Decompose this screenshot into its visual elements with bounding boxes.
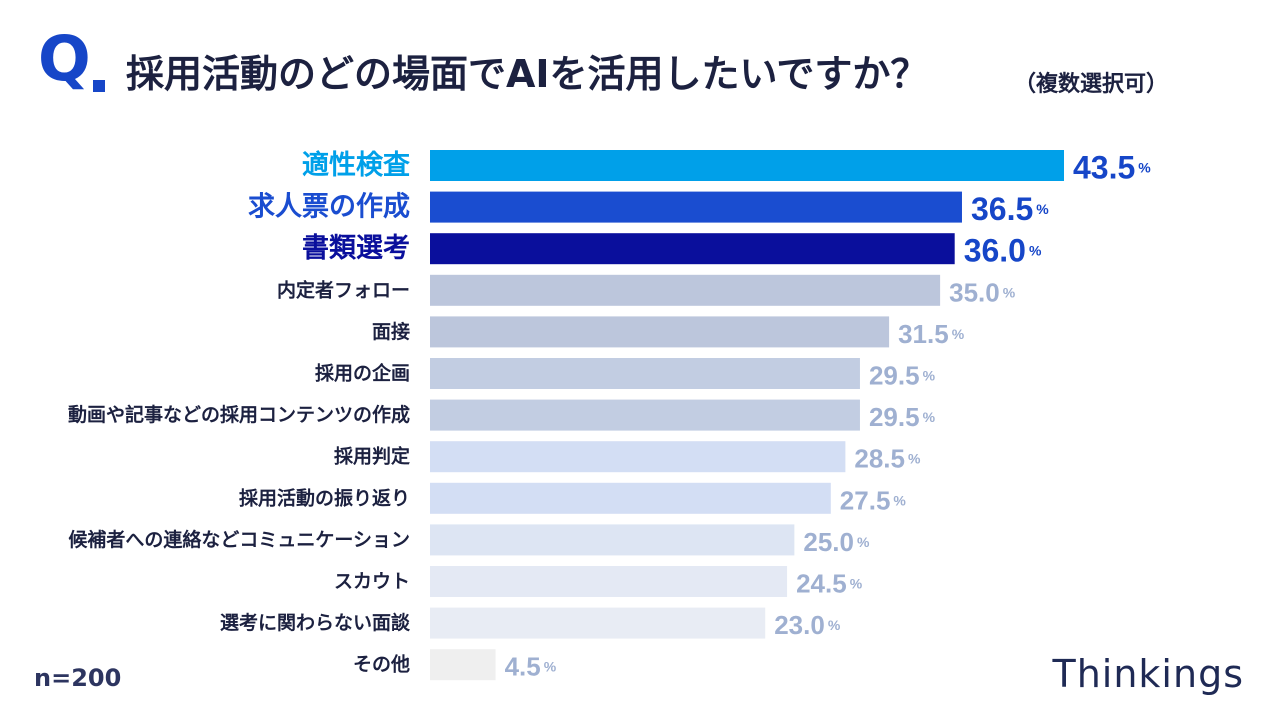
category-label: 選考に関わらない面談	[220, 611, 411, 634]
category-label: 求人票の作成	[248, 192, 410, 223]
value-label: 29.5%	[869, 361, 936, 391]
category-label: その他	[353, 653, 410, 676]
value-label: 35.0%	[949, 277, 1016, 307]
value-label: 29.5%	[869, 402, 936, 432]
chart-title-note: （複数選択可）	[1014, 72, 1169, 97]
category-label: 採用活動の振り返り	[239, 486, 410, 509]
category-label: 動画や記事などの採用コンテンツの作成	[68, 403, 410, 426]
bar	[430, 316, 890, 348]
bar	[430, 358, 860, 389]
value-label: 23.0%	[774, 610, 841, 640]
value-label: 36.5%	[971, 191, 1049, 227]
category-label: 面接	[372, 321, 410, 343]
chart-title: 採用活動のどの場面でAIを活用したいですか？	[126, 52, 929, 96]
value-label: 43.5%	[1073, 150, 1151, 186]
bar	[430, 441, 846, 473]
category-label: 採用判定	[334, 445, 410, 468]
bar	[430, 482, 831, 514]
value-label: 31.5%	[898, 319, 965, 349]
category-label: 内定者フォロー	[277, 278, 410, 301]
brand-logo: Thinkings	[1052, 652, 1244, 696]
sample-size: n=200	[34, 664, 122, 692]
category-label: 書類選考	[302, 233, 410, 264]
bar	[430, 399, 860, 431]
bar	[430, 524, 795, 556]
bar	[430, 274, 941, 306]
bar	[430, 150, 1064, 181]
bar	[430, 607, 766, 639]
category-label: スカウト	[334, 571, 410, 593]
value-label: 25.0%	[803, 527, 870, 557]
category-label: 適性検査	[302, 149, 410, 181]
question-prefix: Q	[38, 22, 91, 95]
value-label: 27.5%	[840, 485, 907, 515]
bar	[430, 649, 496, 681]
question-prefix-dot	[93, 80, 105, 92]
value-label: 4.5%	[505, 652, 557, 682]
value-label: 28.5%	[854, 444, 921, 474]
category-label: 採用の企画	[315, 362, 410, 385]
bar	[430, 233, 955, 265]
value-label: 24.5%	[796, 569, 863, 599]
bar	[430, 566, 788, 597]
bar	[430, 191, 962, 223]
value-label: 36.0%	[964, 233, 1042, 269]
category-label: 候補者への連絡などコミュニケーション	[68, 528, 410, 551]
